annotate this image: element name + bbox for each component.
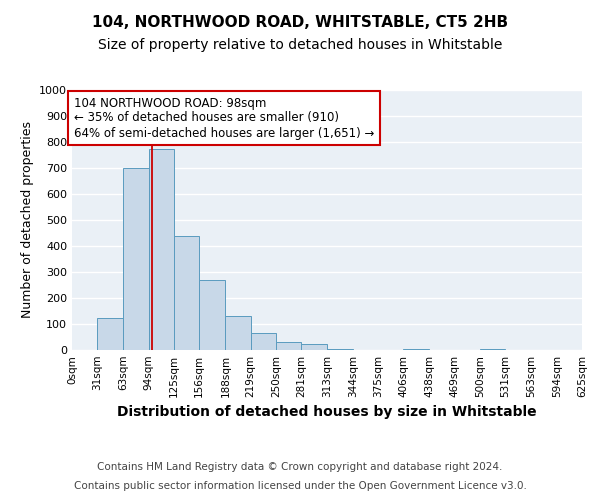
Text: Size of property relative to detached houses in Whitstable: Size of property relative to detached ho… bbox=[98, 38, 502, 52]
Text: 104 NORTHWOOD ROAD: 98sqm
← 35% of detached houses are smaller (910)
64% of semi: 104 NORTHWOOD ROAD: 98sqm ← 35% of detac… bbox=[74, 96, 374, 140]
Y-axis label: Number of detached properties: Number of detached properties bbox=[20, 122, 34, 318]
Bar bbox=[276, 342, 301, 350]
Text: Contains public sector information licensed under the Open Government Licence v3: Contains public sector information licen… bbox=[74, 481, 526, 491]
Text: Contains HM Land Registry data © Crown copyright and database right 2024.: Contains HM Land Registry data © Crown c… bbox=[97, 462, 503, 472]
Bar bbox=[149, 148, 174, 350]
Bar bbox=[251, 333, 276, 350]
Bar bbox=[199, 280, 226, 350]
Bar bbox=[403, 348, 430, 350]
Bar bbox=[328, 348, 353, 350]
Bar bbox=[124, 168, 149, 350]
Bar bbox=[174, 236, 199, 350]
Bar bbox=[480, 348, 505, 350]
Bar bbox=[226, 316, 251, 350]
X-axis label: Distribution of detached houses by size in Whitstable: Distribution of detached houses by size … bbox=[117, 406, 537, 419]
Bar bbox=[97, 318, 124, 350]
Bar bbox=[301, 344, 328, 350]
Text: 104, NORTHWOOD ROAD, WHITSTABLE, CT5 2HB: 104, NORTHWOOD ROAD, WHITSTABLE, CT5 2HB bbox=[92, 15, 508, 30]
